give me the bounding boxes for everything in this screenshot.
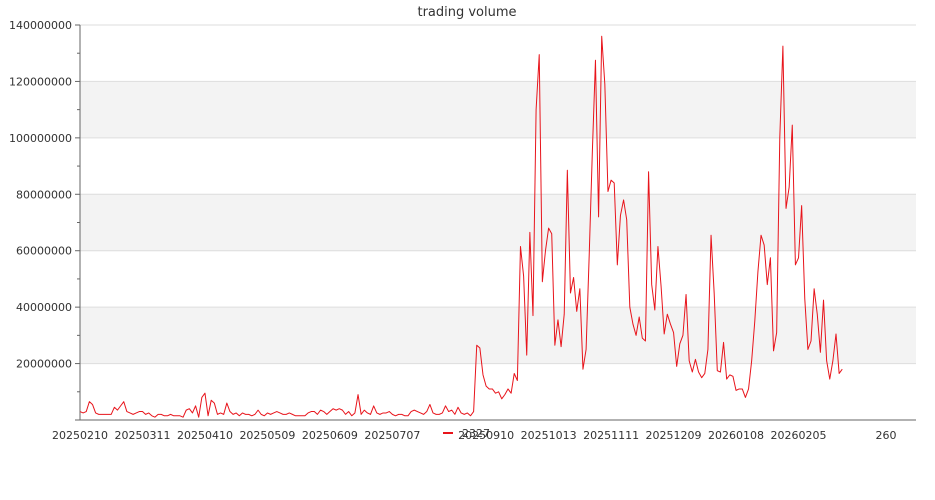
x-axis: 20250210 20250311 20250410 20250509 20250609… [52,419,916,442]
background-band [80,81,916,138]
chart-title: trading volume [417,5,516,20]
series-line-2327 [79,35,843,418]
y-tick-label: 120000000 [9,75,72,88]
horizontal-gridlines [80,24,916,365]
legend-label-2327: 2327 [462,427,490,440]
x-tick-label: 20250707 [364,429,420,442]
background-band [80,194,916,251]
x-tick-label: 20250609 [302,429,358,442]
x-tick-label: 20250210 [52,429,108,442]
background-band [80,307,916,364]
x-tick-label: 20251013 [521,429,577,442]
series-lines [79,35,843,418]
y-tick-label: 60000000 [16,245,72,258]
x-tick-label: 20251209 [646,429,702,442]
x-tick-label: 20250910 [458,429,514,442]
x-tick-label: 20250311 [114,429,170,442]
x-tick-label: 20260108 [708,429,764,442]
y-tick-label: 100000000 [9,132,72,145]
y-tick-label: 40000000 [16,301,72,314]
x-tick-label: 20250509 [239,429,295,442]
legend: 2327 [443,427,490,440]
y-tick-label: 20000000 [16,358,72,371]
x-tick-label: 20260205 [771,429,827,442]
x-tick-label: 20250410 [177,429,233,442]
plot-background-bands [80,81,916,364]
y-tick-label: 140000000 [9,19,72,32]
y-tick-label: 80000000 [16,188,72,201]
x-tick-label: 260 [875,429,896,442]
y-axis: 20000000 40000000 60000000 80000000 10000000… [9,19,81,421]
x-tick-label: 20251111 [583,429,639,442]
